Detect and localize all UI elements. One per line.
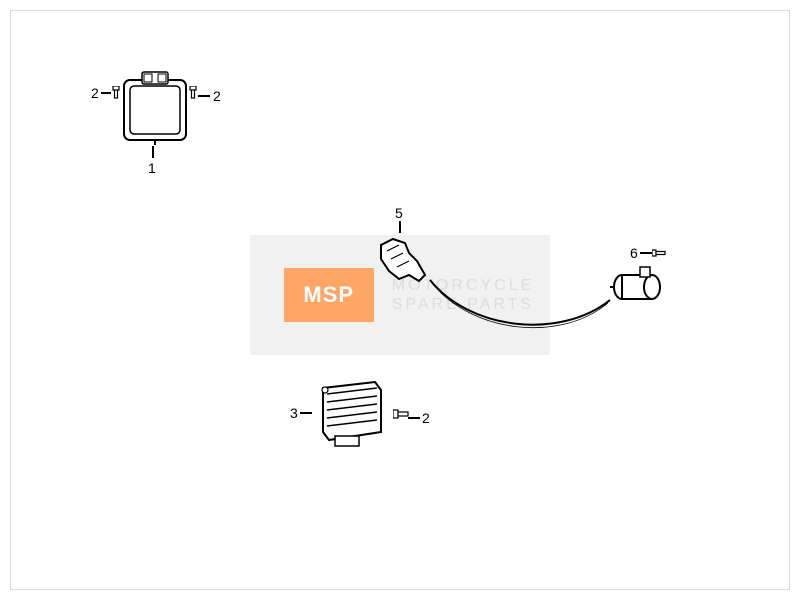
- regulator-label: 3: [290, 405, 298, 421]
- leader-tick: [152, 146, 154, 158]
- leader-tick: [198, 95, 210, 97]
- ignition-coil: [610, 265, 665, 310]
- leader-tick: [640, 252, 652, 254]
- coil-screw-icon: [652, 248, 666, 258]
- cdi-screw-right: 2: [213, 88, 221, 104]
- leader-tick: [399, 221, 401, 233]
- ht-lead-cable: [0, 0, 800, 600]
- regulator-screw: 2: [422, 410, 430, 426]
- leader-tick: [101, 92, 111, 94]
- leader-tick: [408, 417, 420, 419]
- leader-tick: [300, 412, 312, 414]
- cdi-screw-left: 2: [91, 85, 99, 101]
- spark-cap-label: 5: [395, 205, 403, 221]
- cdi-label: 1: [148, 160, 156, 176]
- coil-screw-label: 6: [630, 245, 638, 261]
